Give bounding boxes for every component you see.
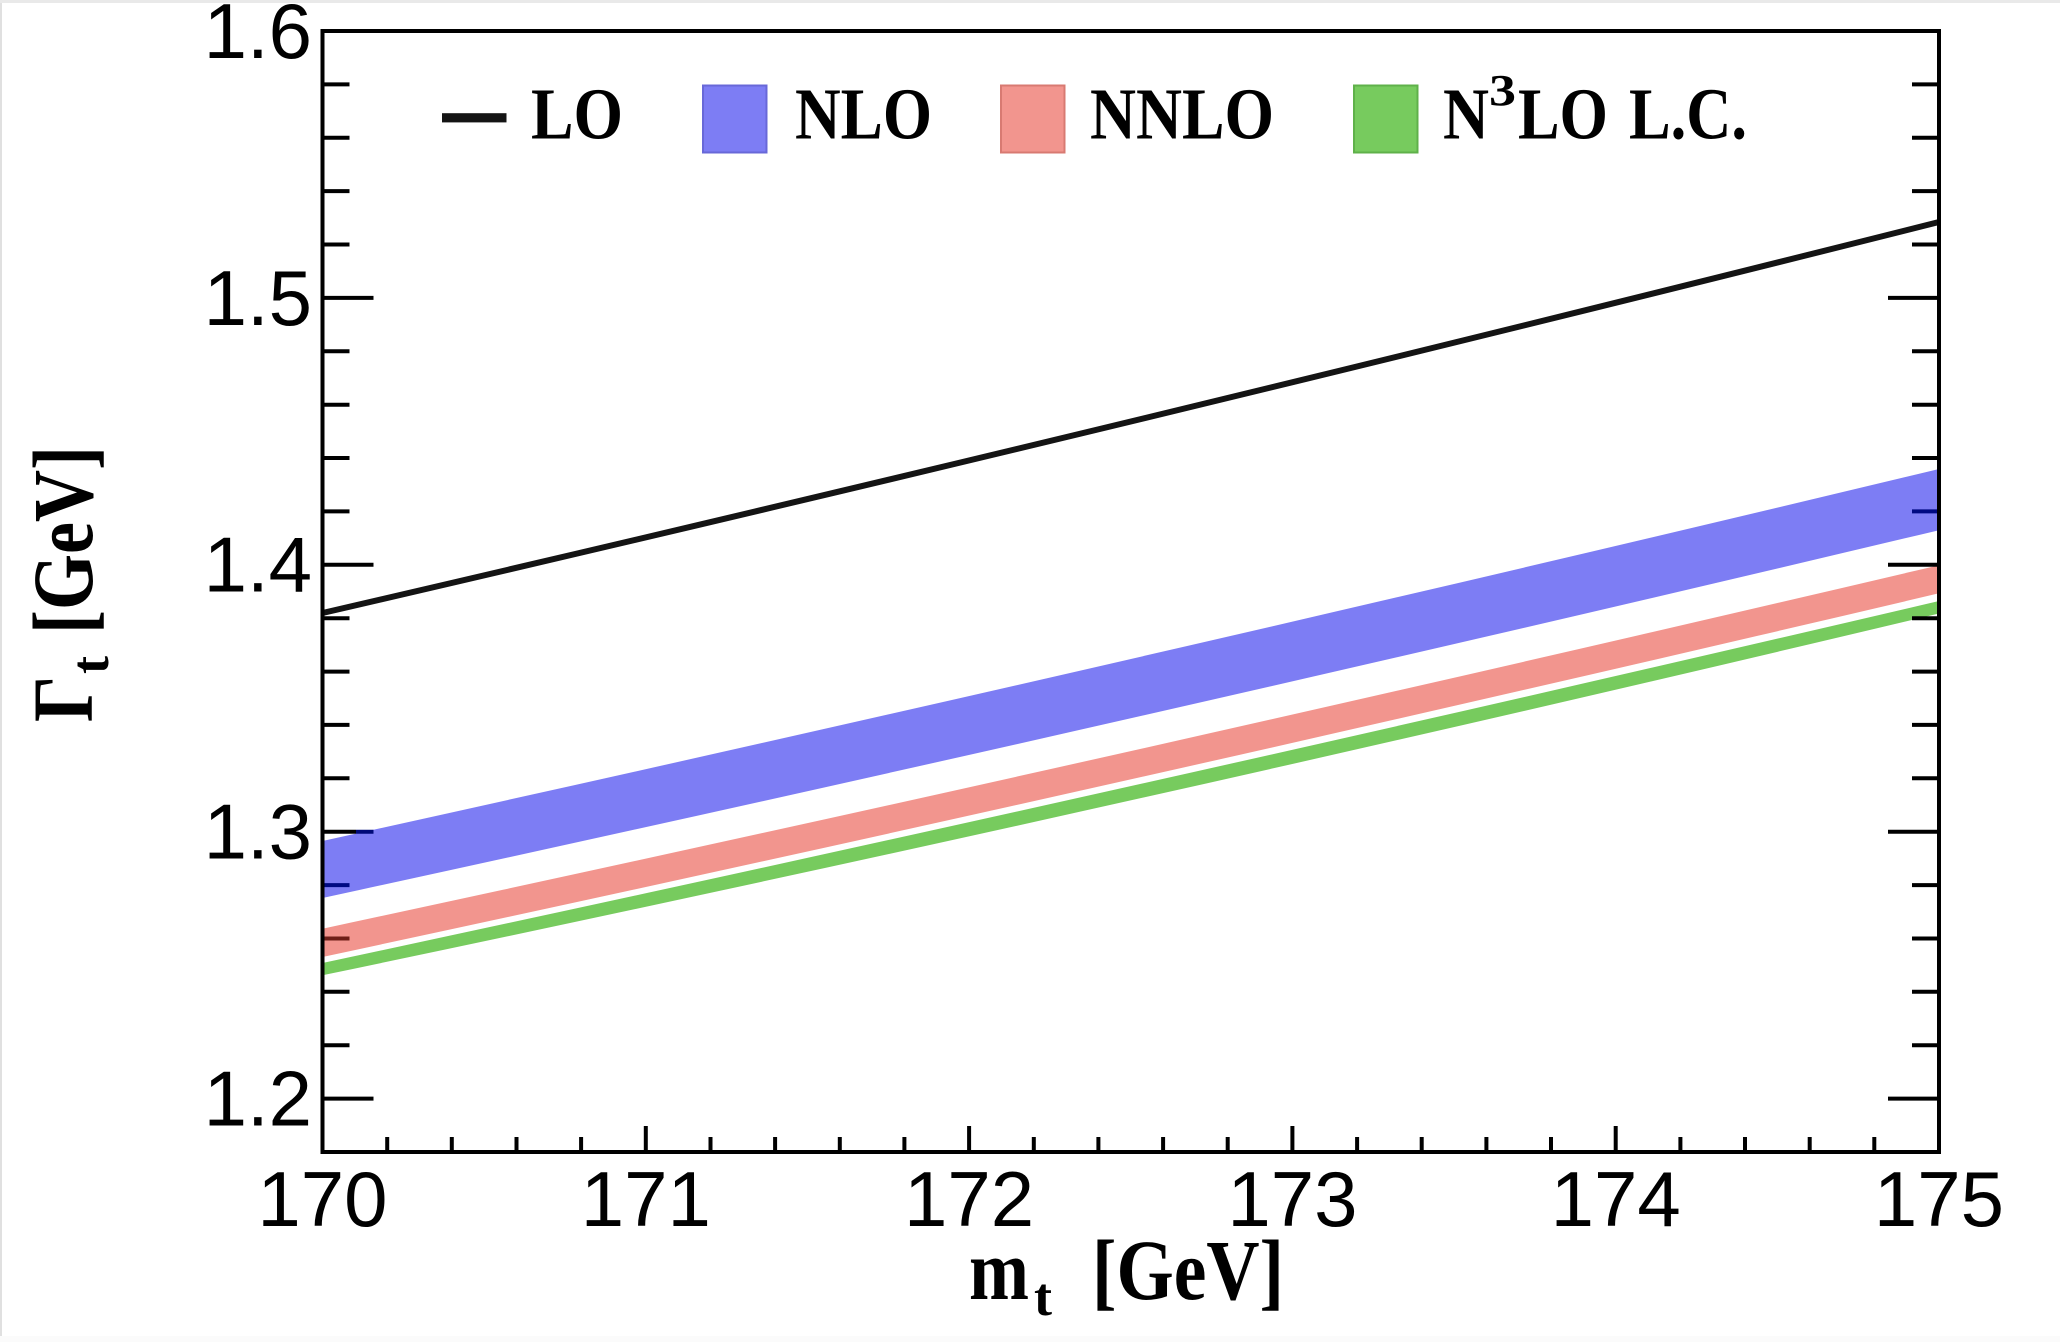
svg-text:172: 172: [904, 1155, 1034, 1243]
svg-text:[GeV]: [GeV]: [1092, 1222, 1284, 1318]
svg-text:t: t: [60, 656, 120, 674]
svg-text:[GeV]: [GeV]: [15, 446, 111, 634]
svg-text:3: 3: [1489, 66, 1516, 115]
svg-text:t: t: [1034, 1267, 1052, 1327]
svg-text:1.3: 1.3: [204, 788, 312, 876]
svg-text:175: 175: [1874, 1155, 2004, 1243]
svg-text:NLO: NLO: [795, 74, 932, 155]
svg-text:1.6: 1.6: [204, 0, 312, 75]
svg-text:LO: LO: [1518, 74, 1608, 155]
svg-text:Γ: Γ: [15, 676, 111, 722]
svg-text:NNLO: NNLO: [1090, 74, 1274, 155]
svg-text:N: N: [1443, 74, 1489, 155]
svg-text:1.4: 1.4: [204, 521, 312, 609]
svg-text:1.5: 1.5: [204, 254, 312, 342]
svg-text:LO: LO: [531, 74, 623, 155]
svg-text:m: m: [969, 1222, 1029, 1318]
svg-text:174: 174: [1551, 1155, 1681, 1243]
svg-text:173: 173: [1227, 1155, 1357, 1243]
svg-text:171: 171: [581, 1155, 711, 1243]
svg-text:1.2: 1.2: [204, 1055, 312, 1143]
svg-text:170: 170: [257, 1155, 387, 1243]
svg-text:L.C.: L.C.: [1629, 74, 1747, 155]
